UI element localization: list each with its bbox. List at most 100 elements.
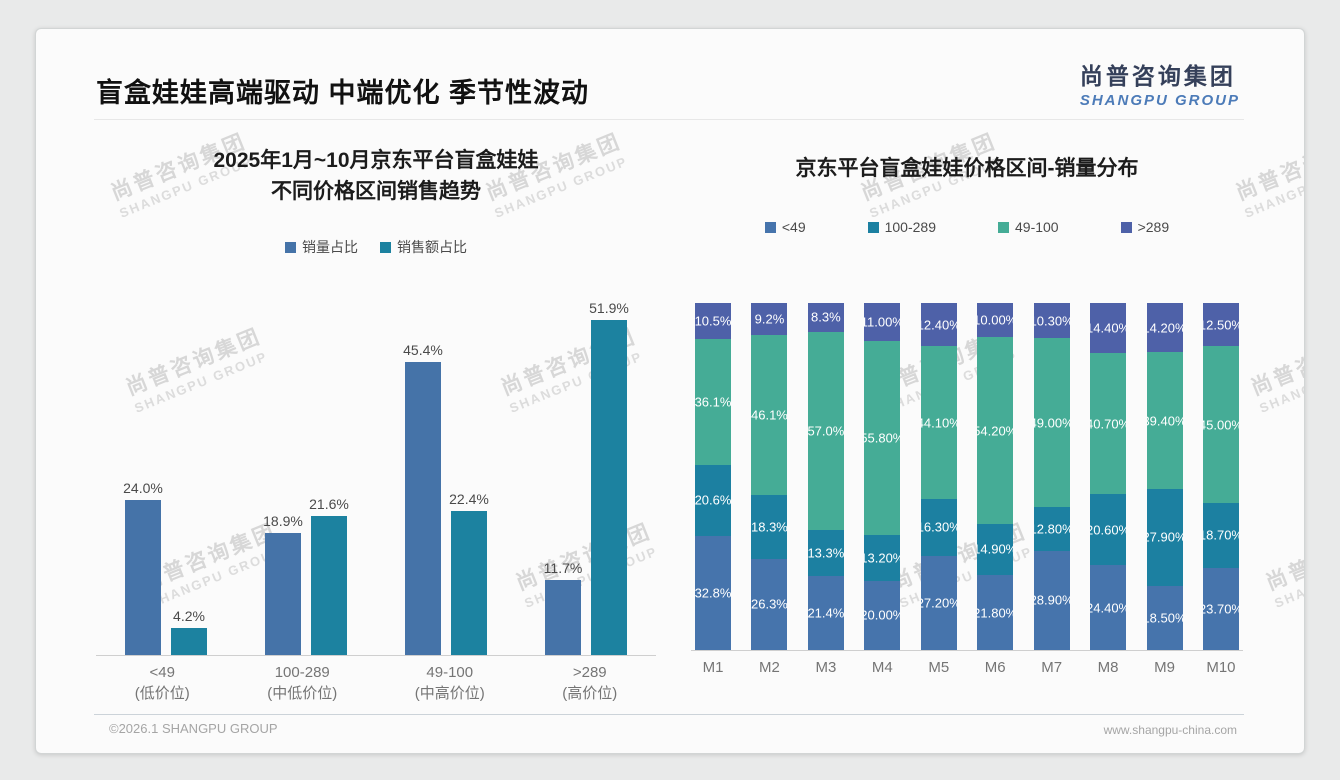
stacked-bar: 32.8% 20.6% 36.1% 10.5% bbox=[695, 303, 731, 650]
stacked-bar: 24.40% 20.60% 40.70% 14.40% bbox=[1090, 303, 1127, 650]
category-label-range: >289 bbox=[572, 664, 607, 681]
stacked-segment: 11.00% bbox=[864, 303, 901, 342]
month-label: M1 bbox=[702, 659, 724, 676]
segment-value-label: 49.00% bbox=[1034, 415, 1070, 431]
grouped-bar: 4.2% bbox=[171, 608, 207, 655]
stacked-segment: 14.90% bbox=[977, 523, 1014, 576]
stacked-segment: 13.20% bbox=[864, 534, 901, 581]
segment-value-label: 18.3% bbox=[751, 519, 788, 535]
segment-value-label: 24.40% bbox=[1090, 600, 1126, 616]
bar-value-label: 4.2% bbox=[173, 607, 205, 624]
stacked-segment: 10.5% bbox=[695, 303, 731, 340]
stacked-bar: 28.90% 12.80% 49.00% 10.30% bbox=[1033, 303, 1070, 650]
stacked-segment: 26.3% bbox=[751, 558, 788, 650]
segment-value-label: 20.6% bbox=[695, 492, 731, 508]
grouped-bar: 18.9% bbox=[263, 513, 303, 655]
stacked-segment: 36.1% bbox=[695, 339, 731, 465]
segment-value-label: 10.00% bbox=[977, 312, 1013, 328]
stacked-segment: 18.70% bbox=[1202, 502, 1239, 568]
grouped-bar: 22.4% bbox=[449, 491, 489, 655]
slide-card: 尚普咨询集团 SHANGPU GROUP 尚普咨询集团 SHANGPU GROUP 尚普… bbox=[35, 28, 1305, 754]
bar-group: 18.9% 21.6% bbox=[263, 496, 349, 655]
stacked-bar-plot: 32.8% 20.6% 36.1% 10.5% 26.3% 18.3% 46.1% 9.2% 2… bbox=[691, 302, 1243, 651]
segment-value-label: 54.20% bbox=[977, 423, 1013, 439]
grouped-chart-title-line2: 不同价格区间销售趋势 bbox=[271, 180, 481, 203]
stacked-segment: 45.00% bbox=[1202, 346, 1239, 503]
bar-group: 24.0% 4.2% bbox=[123, 480, 207, 655]
stacked-segment: 9.2% bbox=[751, 303, 788, 335]
segment-value-label: 39.40% bbox=[1147, 413, 1183, 429]
category-label: >289 (高价位) bbox=[562, 662, 617, 704]
category-label-range: 100-289 bbox=[274, 664, 330, 681]
page-title: 盲盒娃娃高端驱动 中端优化 季节性波动 bbox=[96, 78, 590, 108]
category-label: 49-100 (中高价位) bbox=[415, 662, 485, 704]
grouped-bar: 21.6% bbox=[309, 496, 349, 655]
grouped-bar: 24.0% bbox=[123, 480, 163, 655]
stacked-segment: 10.00% bbox=[977, 302, 1014, 338]
legend-item: 销量占比 bbox=[285, 237, 358, 257]
stacked-segment: 27.20% bbox=[920, 555, 957, 650]
segment-value-label: 16.30% bbox=[921, 519, 957, 535]
stacked-segment: 14.40% bbox=[1090, 303, 1127, 353]
segment-value-label: 8.3% bbox=[811, 309, 841, 325]
grouped-chart-title-block: 2025年1月~10月京东平台盲盒娃娃 不同价格区间销售趋势 bbox=[96, 145, 656, 207]
segment-value-label: 12.80% bbox=[1034, 521, 1070, 537]
stacked-segment: 12.50% bbox=[1202, 303, 1239, 347]
category-label-tier: (中低价位) bbox=[267, 685, 338, 702]
bar-value-label: 45.4% bbox=[403, 342, 443, 359]
stacked-bar-month-axis: M1 M2 M3 M4 M5 M6 M7 M8 M9 M10 bbox=[691, 659, 1243, 676]
stacked-segment: 13.3% bbox=[807, 529, 844, 576]
stacked-bar: 21.4% 13.3% 57.0% 8.3% bbox=[807, 303, 844, 650]
legend-swatch bbox=[998, 221, 1009, 233]
footer-divider bbox=[94, 714, 1244, 715]
footer-website: www.shangpu-china.com bbox=[1103, 723, 1237, 737]
stacked-segment: 18.50% bbox=[1146, 585, 1183, 650]
segment-value-label: 14.20% bbox=[1147, 320, 1183, 336]
bar-group: 11.7% 51.9% bbox=[543, 300, 629, 655]
bar-value-label: 51.9% bbox=[589, 300, 629, 317]
header-divider bbox=[94, 119, 1244, 120]
category-label-range: 49-100 bbox=[426, 664, 474, 681]
stacked-segment: 20.6% bbox=[695, 464, 731, 537]
legend-label: 销量占比 bbox=[302, 239, 358, 255]
grouped-chart-legend: 销量占比 销售额占比 bbox=[96, 237, 656, 257]
month-label: M2 bbox=[759, 659, 780, 676]
stacked-segment: 21.80% bbox=[977, 575, 1014, 650]
segment-value-label: 44.10% bbox=[921, 415, 957, 431]
stacked-segment: 21.4% bbox=[807, 575, 844, 650]
stacked-segment: 24.40% bbox=[1090, 565, 1127, 650]
segment-value-label: 21.4% bbox=[807, 605, 844, 621]
segment-value-label: 12.50% bbox=[1203, 317, 1239, 333]
segment-value-label: 46.1% bbox=[751, 407, 788, 423]
grouped-chart-title-line1: 2025年1月~10月京东平台盲盒娃娃 bbox=[213, 149, 539, 172]
legend-label: 49-100 bbox=[1015, 219, 1059, 235]
legend-swatch bbox=[380, 241, 391, 253]
segment-value-label: 36.1% bbox=[695, 394, 731, 410]
segment-value-label: 13.20% bbox=[864, 550, 900, 566]
stacked-segment: 49.00% bbox=[1033, 338, 1070, 507]
stacked-bar: 20.00% 13.20% 55.80% 11.00% bbox=[864, 303, 901, 650]
legend-label: 100-289 bbox=[884, 219, 936, 235]
segment-value-label: 10.5% bbox=[695, 313, 731, 329]
stacked-segment: 16.30% bbox=[920, 499, 957, 556]
stacked-bar: 27.20% 16.30% 44.10% 12.40% bbox=[920, 302, 957, 650]
segment-value-label: 13.3% bbox=[807, 545, 844, 561]
month-label: M8 bbox=[1097, 659, 1119, 676]
segment-value-label: 21.80% bbox=[977, 605, 1013, 620]
stacked-segment: 44.10% bbox=[920, 346, 957, 500]
stacked-segment: 14.20% bbox=[1146, 302, 1183, 353]
bar-value-label: 18.9% bbox=[263, 513, 303, 530]
segment-value-label: 27.90% bbox=[1147, 529, 1183, 545]
category-label-range: <49 bbox=[149, 664, 175, 681]
grouped-bar: 51.9% bbox=[589, 300, 629, 655]
segment-value-label: 45.00% bbox=[1203, 417, 1239, 433]
stacked-segment: 18.3% bbox=[751, 495, 788, 559]
bar-value-label: 11.7% bbox=[543, 559, 583, 576]
stacked-segment: 28.90% bbox=[1033, 550, 1070, 650]
segment-value-label: 27.20% bbox=[921, 595, 957, 611]
month-label: M9 bbox=[1154, 659, 1175, 676]
stacked-chart-legend: <49 100-289 49-100 >289 bbox=[691, 219, 1243, 235]
legend-item: 销售额占比 bbox=[380, 237, 467, 257]
stacked-segment: 40.70% bbox=[1090, 352, 1127, 495]
